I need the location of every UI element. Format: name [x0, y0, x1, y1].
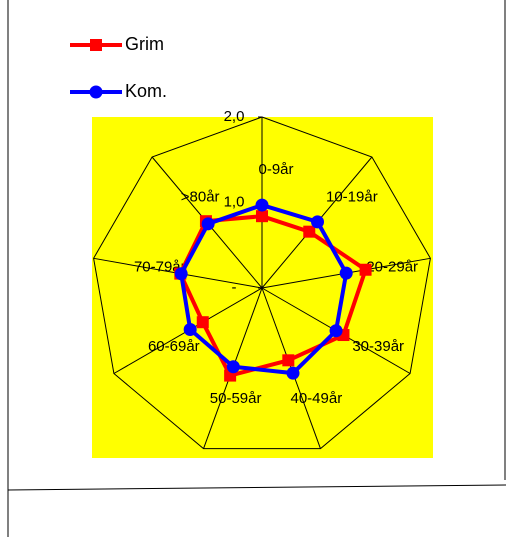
marker	[282, 354, 295, 367]
category-label: 30-39år	[352, 338, 404, 355]
legend-marker	[89, 85, 103, 99]
marker	[201, 217, 215, 231]
category-label: 0-9år	[258, 161, 293, 178]
marker	[226, 360, 240, 374]
marker	[311, 215, 325, 229]
series-line	[179, 202, 349, 376]
legend-marker	[90, 39, 102, 51]
legend-label: Kom.	[125, 81, 167, 101]
marker	[255, 198, 269, 212]
marker	[256, 210, 268, 223]
marker	[183, 322, 197, 336]
category-label: 70-79år	[134, 258, 186, 275]
marker	[339, 266, 353, 280]
category-label: 10-19år	[326, 189, 378, 206]
grid-outline	[93, 116, 431, 450]
y-tick-label: 1,0	[224, 193, 245, 210]
legend-label: Grim	[125, 34, 164, 54]
category-label: 40-49år	[291, 390, 343, 407]
marker	[303, 225, 316, 238]
y-tick-label: -	[232, 279, 237, 296]
y-tick-label: 2,0	[224, 108, 245, 125]
marker	[359, 263, 372, 276]
category-label: 60-69år	[148, 338, 200, 355]
marker	[286, 366, 300, 380]
category-label: 20-29år	[366, 258, 418, 275]
marker	[329, 324, 343, 338]
marker	[174, 267, 188, 281]
category-label: 50-59år	[210, 390, 262, 407]
category-label: >80år	[181, 189, 220, 206]
marker	[196, 316, 209, 329]
frame	[7, 484, 506, 491]
